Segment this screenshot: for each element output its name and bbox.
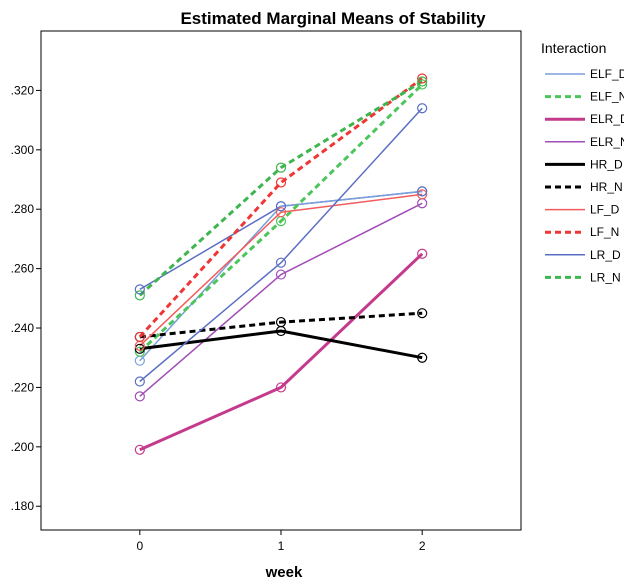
- y-tick-label: .180: [11, 499, 35, 513]
- legend-label-lf-n: LF_N: [590, 225, 619, 239]
- data-point-marker: [417, 79, 428, 90]
- data-point-marker: [134, 391, 145, 402]
- data-point-marker: [417, 352, 428, 363]
- series-line-lr-n: [138, 80, 423, 297]
- legend-title: Interaction: [541, 40, 606, 56]
- data-point-marker: [275, 316, 287, 328]
- x-tick-label: 0: [136, 539, 143, 553]
- data-point-marker: [417, 308, 428, 319]
- series-line-elr-d: [139, 252, 424, 452]
- chart-title: Estimated Marginal Means of Stability: [180, 9, 486, 28]
- series-line-hr-n: [139, 311, 423, 339]
- data-point-marker: [134, 343, 145, 354]
- series-layer: [138, 77, 424, 452]
- series-line-lf-d: [139, 193, 423, 347]
- series-line-elf-n: [138, 83, 424, 353]
- legend-label-elf-n: ELF_N: [590, 90, 624, 104]
- data-point-marker: [417, 189, 428, 200]
- legend-label-elf-d: ELF_D: [590, 67, 624, 81]
- legend-label-lr-n: LR_N: [590, 270, 621, 284]
- data-point-marker: [417, 186, 428, 197]
- data-point-marker: [417, 73, 428, 84]
- data-point-marker: [275, 201, 287, 212]
- y-tick-label: .220: [11, 380, 35, 394]
- legend-label-elr-d: ELR_D: [590, 112, 624, 126]
- data-point-marker: [275, 207, 287, 218]
- data-point-marker: [134, 290, 145, 301]
- data-point-marker: [275, 177, 287, 188]
- y-tick-label: .240: [11, 321, 35, 335]
- legend-label-hr-n: HR_N: [590, 180, 623, 194]
- data-point-marker: [275, 257, 287, 268]
- data-point-marker: [417, 76, 428, 87]
- series-line-lr-d: [139, 107, 423, 383]
- y-tick-label: .300: [11, 143, 35, 157]
- y-tick-label: .260: [11, 262, 35, 276]
- data-point-marker: [417, 248, 428, 259]
- legend-label-elr-n: ELR_N: [590, 135, 624, 149]
- x-axis-label: week: [265, 564, 303, 581]
- data-point-marker: [275, 269, 287, 280]
- legend-label-lf-d: LF_D: [590, 203, 620, 217]
- y-tick-label: .280: [11, 202, 35, 216]
- y-tick-label: .320: [11, 83, 35, 97]
- data-point-marker: [275, 162, 287, 173]
- data-point-marker: [134, 346, 145, 357]
- y-axis: .180 .200 .220 .240 .260 .280 .300 .320: [11, 83, 41, 513]
- legend-label-hr-d: HR_D: [590, 157, 623, 171]
- data-point-marker: [134, 284, 145, 295]
- x-axis: 0 1 2: [136, 530, 426, 553]
- data-point-marker: [134, 376, 145, 387]
- data-point-marker: [417, 103, 428, 114]
- data-point-marker: [134, 331, 145, 343]
- x-tick-label: 2: [419, 539, 426, 553]
- legend: Interaction ELF_D ELF_N ELR_D ELR_N HR_D HR_N…: [541, 40, 624, 284]
- x-tick-label: 1: [278, 539, 285, 553]
- marker-layer: [134, 73, 428, 455]
- legend-label-lr-d: LR_D: [590, 248, 621, 262]
- series-line-elr-n: [139, 202, 423, 397]
- plot-area-frame: [40, 30, 522, 531]
- y-tick-label: .200: [11, 440, 35, 454]
- data-point-marker: [275, 382, 287, 393]
- data-point-marker: [134, 444, 145, 455]
